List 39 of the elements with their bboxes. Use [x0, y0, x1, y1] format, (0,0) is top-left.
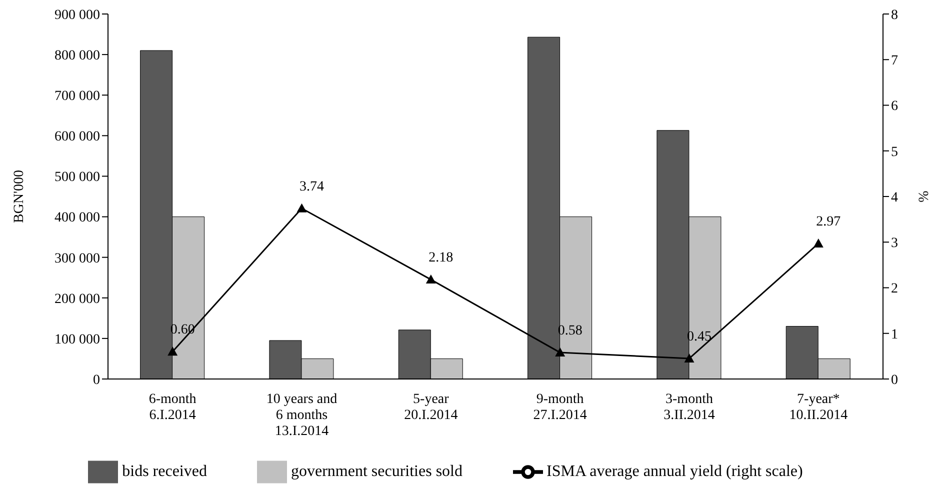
y-tick-label: 900 000	[54, 8, 100, 23]
legend-label: bids received	[122, 462, 207, 480]
data-label: 3.74	[300, 179, 324, 194]
y-tick-label: 0	[93, 372, 100, 388]
y-tick-label: 700 000	[54, 89, 100, 104]
data-label: 2.18	[428, 250, 454, 266]
y2-tick-label: 3	[891, 236, 898, 252]
y2-tick-label: 0	[891, 372, 898, 388]
x-tick-label: 7-year* 10.II.2014	[789, 392, 848, 423]
x-tick-label: 6-month 6.I.2014	[148, 392, 196, 423]
point	[813, 238, 824, 248]
point	[426, 274, 436, 284]
point	[168, 346, 178, 356]
y2-tick-label: 4	[891, 190, 898, 206]
y-tick-label: 600 000	[54, 130, 100, 145]
x-tick-label: 5-year 20.I.2014	[404, 392, 458, 423]
point	[555, 348, 566, 357]
y-tick-label: 400 000	[54, 210, 100, 226]
y2-tick-label: 5	[891, 144, 898, 160]
data-label: 2.97	[816, 214, 841, 230]
point	[684, 353, 694, 362]
x-tick-label: 9-month 27.I.2014	[533, 392, 587, 423]
y-axis-title: BGN'000	[12, 170, 27, 224]
y2-axis-title: %	[916, 190, 932, 202]
point	[296, 203, 307, 212]
y2-tick-label: 7	[891, 54, 898, 69]
y-tick-label: 300 000	[54, 251, 100, 266]
y-tick-label: 800 000	[54, 48, 100, 64]
legend-label: ISMA average annual yield (right scale)	[546, 462, 803, 480]
x-tick-label: 3-month 3.II.2014	[664, 392, 715, 423]
y2-tick-label: 8	[891, 8, 898, 23]
legend-label: government securities sold	[290, 462, 462, 480]
y2-tick-label: 2	[891, 282, 898, 297]
x-tick-label: 10 years and 6 months 13.I.2014	[266, 392, 338, 439]
y-tick-label: 100 000	[54, 332, 100, 348]
y2-tick-label: 6	[891, 99, 898, 114]
y2-tick-label: 1	[891, 327, 898, 342]
y-tick-label: 200 000	[54, 292, 100, 307]
y-tick-label: 500 000	[54, 170, 100, 186]
